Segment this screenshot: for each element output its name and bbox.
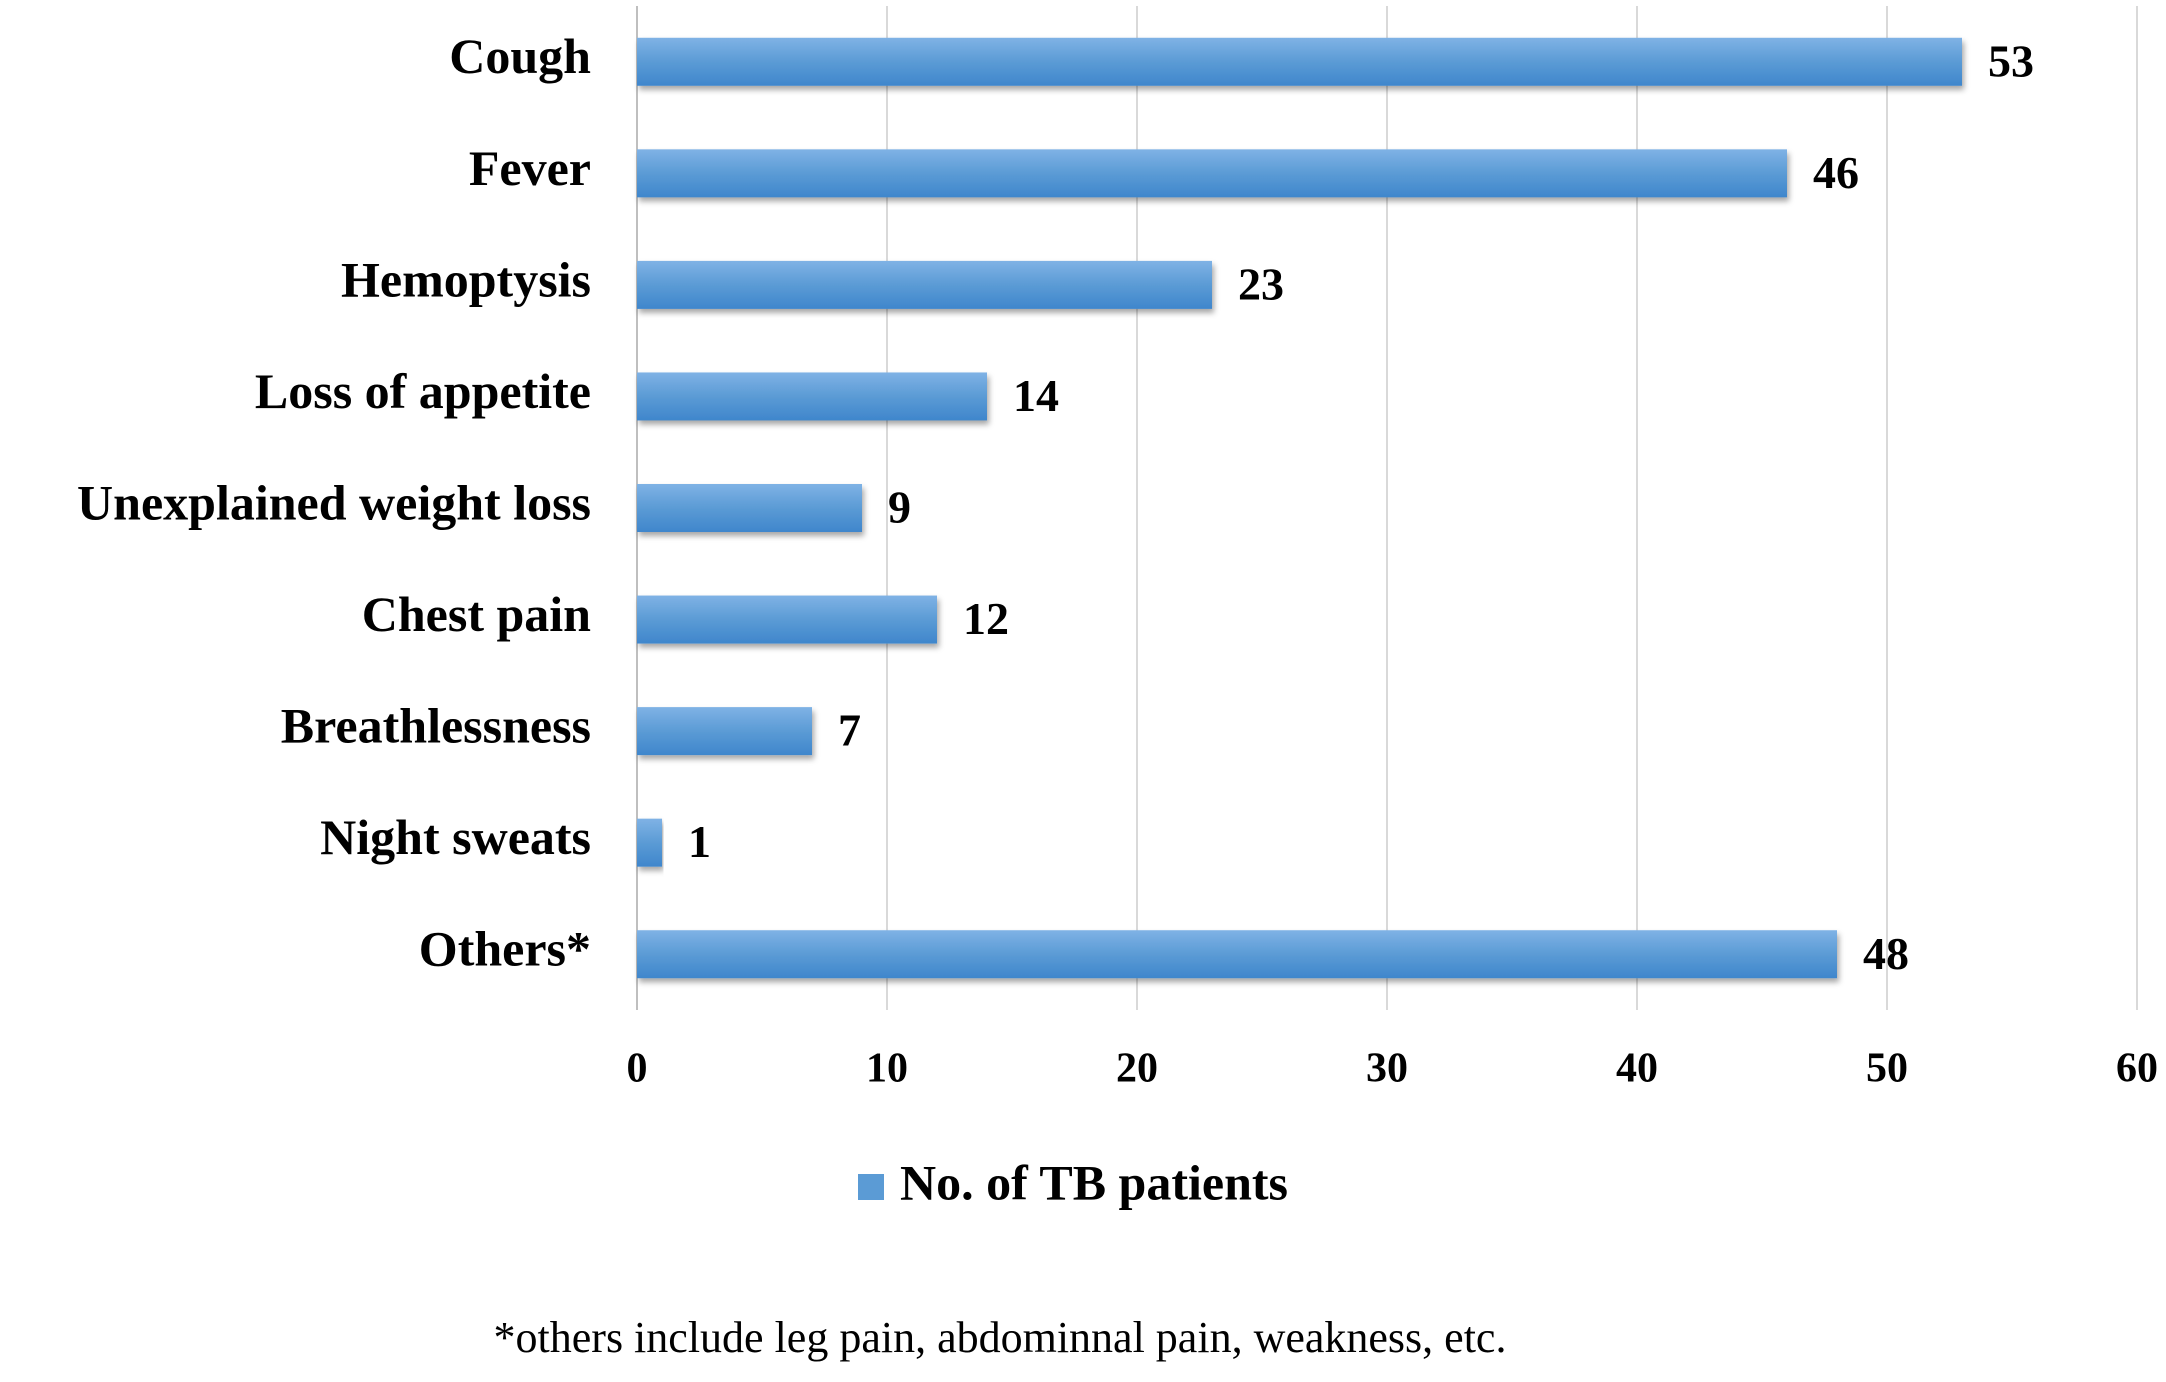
category-label: Loss of appetite — [255, 363, 591, 419]
bar — [637, 260, 1212, 309]
x-tick-label: 20 — [1116, 1046, 1158, 1092]
data-label: 14 — [1013, 370, 1059, 421]
category-label: Fever — [469, 140, 591, 196]
x-tick-label: 60 — [2116, 1046, 2158, 1092]
category-label: Chest pain — [362, 586, 591, 642]
bar — [637, 37, 1962, 86]
x-tick-label: 0 — [627, 1046, 648, 1092]
bar — [637, 372, 987, 421]
data-label: 7 — [838, 705, 861, 756]
x-tick-label: 50 — [1866, 1046, 1908, 1092]
bar — [637, 595, 937, 644]
data-label: 53 — [1988, 35, 2034, 86]
x-tick-label: 30 — [1366, 1046, 1408, 1092]
bar — [637, 930, 1837, 979]
bar — [637, 484, 862, 532]
bar — [637, 707, 812, 756]
data-label: 9 — [888, 482, 911, 533]
data-label: 48 — [1863, 928, 1909, 979]
legend-swatch — [858, 1174, 884, 1200]
data-label: 1 — [688, 816, 711, 867]
category-label: Night sweats — [320, 809, 591, 865]
category-label: Hemoptysis — [341, 251, 591, 307]
data-label: 23 — [1238, 258, 1284, 309]
legend-label: No. of TB patients — [900, 1154, 1288, 1210]
x-tick-label: 10 — [866, 1046, 908, 1092]
bar — [637, 818, 662, 867]
category-label: Unexplained weight loss — [77, 474, 591, 530]
category-label: Others* — [419, 921, 591, 977]
bar — [637, 149, 1787, 198]
footnote: *others include leg pain, abdominnal pai… — [494, 1313, 1507, 1362]
x-tick-label: 40 — [1616, 1046, 1658, 1092]
data-label: 46 — [1813, 147, 1859, 198]
data-label: 12 — [963, 593, 1009, 644]
category-label: Breathlessness — [281, 698, 591, 754]
category-label: Cough — [449, 28, 591, 84]
